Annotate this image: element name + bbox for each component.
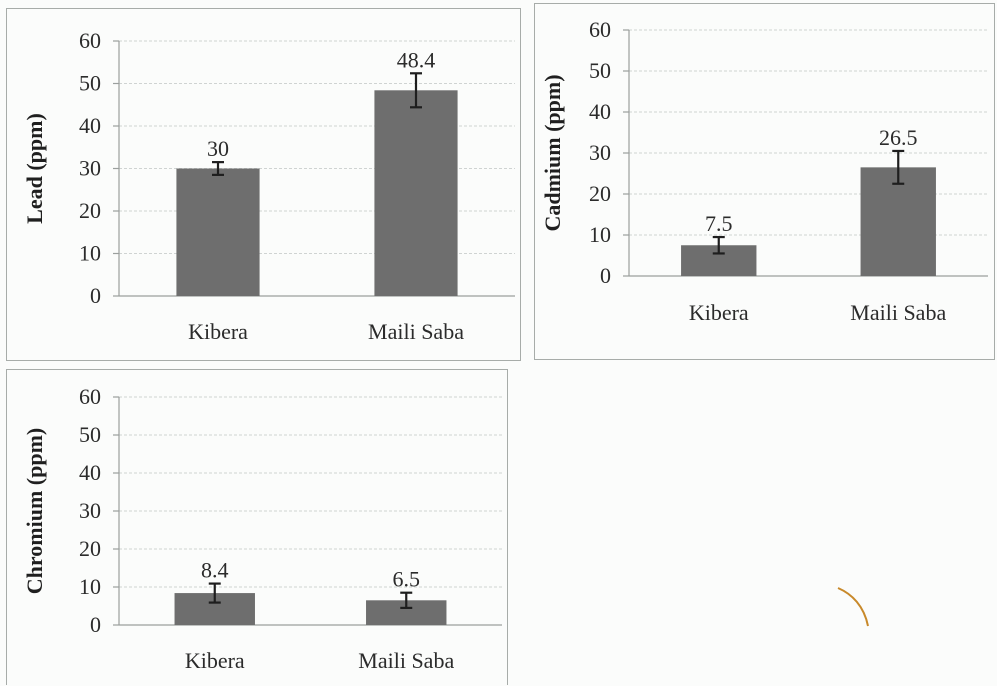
lead-chart-panel: 0 10 20 30 40 50 60 30 Kibera 48.4 Maili Saba Lead … bbox=[6, 8, 521, 361]
cadmium-error-bar-maili-saba bbox=[892, 149, 905, 185]
cadmium-data-label: 7.5 bbox=[705, 211, 733, 236]
lead-data-label: 48.4 bbox=[397, 47, 436, 72]
chromium-data-label: 8.4 bbox=[201, 558, 229, 583]
chromium-y-tick-label: 50 bbox=[79, 422, 101, 447]
chromium-chart-panel: 0 10 20 30 40 50 60 8.4 Kibera 6.5 Maili Saba Chrom… bbox=[6, 369, 508, 685]
chromium-y-tick-label: 30 bbox=[79, 498, 101, 523]
chromium-category-label: Maili Saba bbox=[358, 648, 454, 673]
lead-y-tick-label: 50 bbox=[79, 71, 101, 96]
lead-data-label: 30 bbox=[207, 136, 229, 161]
cadmium-y-tick-label: 40 bbox=[589, 99, 611, 124]
cadmium-chart-panel: 0 10 20 30 40 50 60 7.5 Kibera 26.5 Maili Saba Cadm… bbox=[534, 3, 995, 360]
lead-bar-maili-saba bbox=[374, 90, 458, 296]
lead-y-tick-label: 40 bbox=[79, 113, 101, 138]
cadmium-y-tick-label: 50 bbox=[589, 58, 611, 83]
cadmium-y-tick-label: 60 bbox=[589, 17, 611, 42]
chromium-y-tick-label: 10 bbox=[79, 574, 101, 599]
cadmium-bar-maili-saba bbox=[860, 167, 936, 276]
chromium-y-tick-label: 0 bbox=[90, 612, 101, 637]
lead-y-tick-label: 30 bbox=[79, 156, 101, 181]
chromium-chart: 0 10 20 30 40 50 60 8.4 Kibera 6.5 Maili Saba Chrom… bbox=[22, 384, 502, 673]
chromium-category-label: Kibera bbox=[185, 648, 245, 673]
lead-y-tick-label: 10 bbox=[79, 241, 101, 266]
cadmium-category-label: Kibera bbox=[689, 300, 749, 325]
scan-mark bbox=[837, 587, 869, 627]
chromium-y-tick-label: 60 bbox=[79, 384, 101, 409]
chromium-error-bar-maili-saba bbox=[400, 591, 413, 609]
lead-category-label: Maili Saba bbox=[368, 319, 464, 344]
cadmium-category-label: Maili Saba bbox=[850, 300, 946, 325]
lead-y-tick-label: 0 bbox=[90, 283, 101, 308]
chromium-y-tick-label: 40 bbox=[79, 460, 101, 485]
chromium-data-label: 6.5 bbox=[393, 567, 421, 592]
cadmium-y-axis-title: Cadmium (ppm) bbox=[540, 74, 565, 231]
cadmium-chart: 0 10 20 30 40 50 60 7.5 Kibera 26.5 Maili Saba Cadm… bbox=[540, 17, 988, 325]
lead-y-tick-label: 20 bbox=[79, 198, 101, 223]
cadmium-y-tick-label: 0 bbox=[600, 263, 611, 288]
cadmium-y-tick-label: 30 bbox=[589, 140, 611, 165]
chromium-y-axis-title: Chromium (ppm) bbox=[22, 428, 47, 594]
lead-y-tick-label: 60 bbox=[79, 28, 101, 53]
lead-error-bar-maili-saba bbox=[410, 72, 422, 109]
lead-category-label: Kibera bbox=[188, 319, 248, 344]
lead-chart: 0 10 20 30 40 50 60 30 Kibera 48.4 Maili Saba Lead … bbox=[22, 28, 515, 344]
cadmium-error-bar-kibera bbox=[712, 235, 725, 255]
cadmium-y-tick-label: 20 bbox=[589, 181, 611, 206]
lead-error-bar-kibera bbox=[212, 161, 224, 176]
cadmium-y-tick-label: 10 bbox=[589, 222, 611, 247]
lead-y-axis-title: Lead (ppm) bbox=[22, 113, 47, 224]
lead-bar-kibera bbox=[176, 168, 260, 296]
chromium-error-bar-kibera bbox=[208, 582, 221, 604]
chromium-y-tick-label: 20 bbox=[79, 536, 101, 561]
cadmium-data-label: 26.5 bbox=[879, 125, 918, 150]
